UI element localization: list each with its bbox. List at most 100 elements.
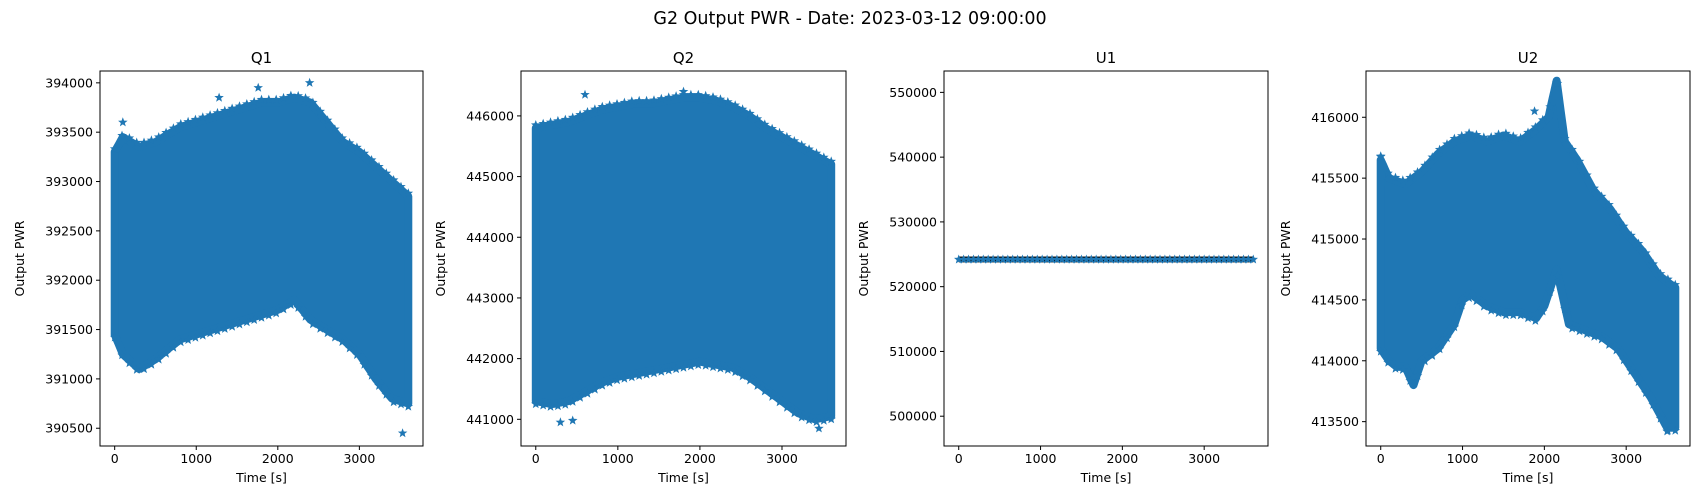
data-point: [715, 94, 726, 104]
data-point: [555, 417, 566, 427]
data-point: [1523, 313, 1533, 323]
data-point: [271, 94, 281, 104]
y-tick-label: 414000: [1311, 353, 1359, 368]
y-tick-label: 391500: [45, 322, 93, 337]
y-axis-label: Output PWR: [12, 220, 27, 296]
data-point: [538, 400, 548, 410]
data-point: [359, 148, 369, 158]
y-tick-label: 394000: [45, 75, 93, 90]
data-point: [253, 82, 263, 92]
data-point: [278, 304, 289, 314]
data-point: [1160, 254, 1170, 264]
data-point: [671, 91, 681, 101]
data-point: [604, 100, 615, 110]
data-point: [1130, 254, 1141, 264]
data-point: [337, 336, 347, 346]
data-point: [1567, 144, 1577, 154]
data-point: [220, 323, 230, 333]
x-tick-label: 0: [532, 451, 540, 466]
data-point: [1626, 366, 1636, 376]
data-point: [1194, 254, 1204, 264]
x-tick-label: 2000: [684, 451, 716, 466]
data-point: [819, 415, 829, 425]
data-point: [1434, 144, 1445, 154]
data-point: [264, 94, 274, 104]
data-point: [671, 364, 681, 374]
data-point: [1560, 304, 1570, 313]
data-point: [381, 168, 392, 178]
data-point: [388, 397, 399, 407]
panel-u1: 0 1000 2000 3000 500000 510000 520000 530000 540…: [856, 49, 1269, 485]
data-point: [212, 107, 223, 117]
y-tick-label: 415000: [1311, 232, 1359, 247]
data-point: [538, 118, 548, 128]
panel-title: U1: [1096, 49, 1117, 67]
x-axis-label: Time [s]: [1080, 470, 1132, 485]
data-point: [560, 114, 571, 124]
data-point: [227, 321, 237, 331]
data-point: [993, 254, 1003, 264]
data-point: [1604, 339, 1614, 349]
data-point: [730, 100, 740, 110]
data-point: [664, 92, 674, 102]
data-point: [1135, 254, 1146, 264]
data-point: [109, 143, 120, 153]
data-point: [560, 399, 571, 409]
data-point: [545, 401, 556, 411]
data-point: [1427, 350, 1437, 360]
data-point: [1179, 254, 1190, 264]
data-point: [124, 358, 135, 368]
y-tick-label: 392000: [45, 273, 93, 288]
data-point: [1611, 210, 1622, 220]
data-point: [1523, 127, 1533, 137]
x-tick-label: 3000: [1610, 451, 1642, 466]
data-point: [745, 108, 755, 118]
data-point: [256, 94, 267, 104]
data-point: [1066, 254, 1077, 264]
data-point: [1582, 170, 1592, 180]
data-series-u2: [1376, 76, 1680, 436]
data-point: [330, 124, 340, 134]
y-tick-label: 444000: [466, 230, 514, 245]
data-point: [1174, 254, 1185, 264]
data-point: [1508, 131, 1518, 141]
x-tick-label: 0: [955, 451, 963, 466]
x-tick-label: 3000: [766, 451, 798, 466]
data-point: [1209, 254, 1219, 264]
data-point: [973, 254, 984, 264]
data-point: [983, 254, 993, 264]
data-point: [796, 140, 807, 150]
data-point: [146, 135, 157, 145]
y-tick-label: 442000: [466, 351, 514, 366]
data-point: [161, 348, 171, 358]
y-tick-label: 393500: [45, 125, 93, 140]
data-point: [597, 380, 607, 390]
y-tick-label: 500000: [889, 409, 937, 424]
data-point: [308, 319, 318, 329]
data-point: [1008, 254, 1018, 264]
data-point: [804, 144, 814, 154]
data-point: [1538, 306, 1548, 316]
data-point: [789, 136, 800, 145]
data-point: [1560, 133, 1570, 143]
data-point: [582, 107, 593, 116]
data-point: [396, 399, 406, 409]
data-point: [1434, 344, 1445, 354]
data-point: [723, 364, 733, 374]
panel-q1: 0 1000 2000 3000 390500 391000 391500 392000 392…: [12, 49, 424, 485]
data-point: [403, 188, 414, 198]
data-point: [619, 373, 630, 383]
data-point: [612, 375, 622, 385]
data-point: [737, 104, 748, 114]
data-point: [1574, 326, 1585, 336]
x-tick-label: 3000: [343, 451, 375, 466]
data-point: [1493, 129, 1504, 139]
data-point: [693, 89, 703, 99]
data-point: [344, 343, 355, 353]
y-tick-label: 413500: [1311, 414, 1359, 429]
data-point: [649, 95, 659, 105]
data-point: [1150, 254, 1160, 264]
data-point: [344, 138, 355, 147]
x-axis-label: Time [s]: [657, 470, 709, 485]
